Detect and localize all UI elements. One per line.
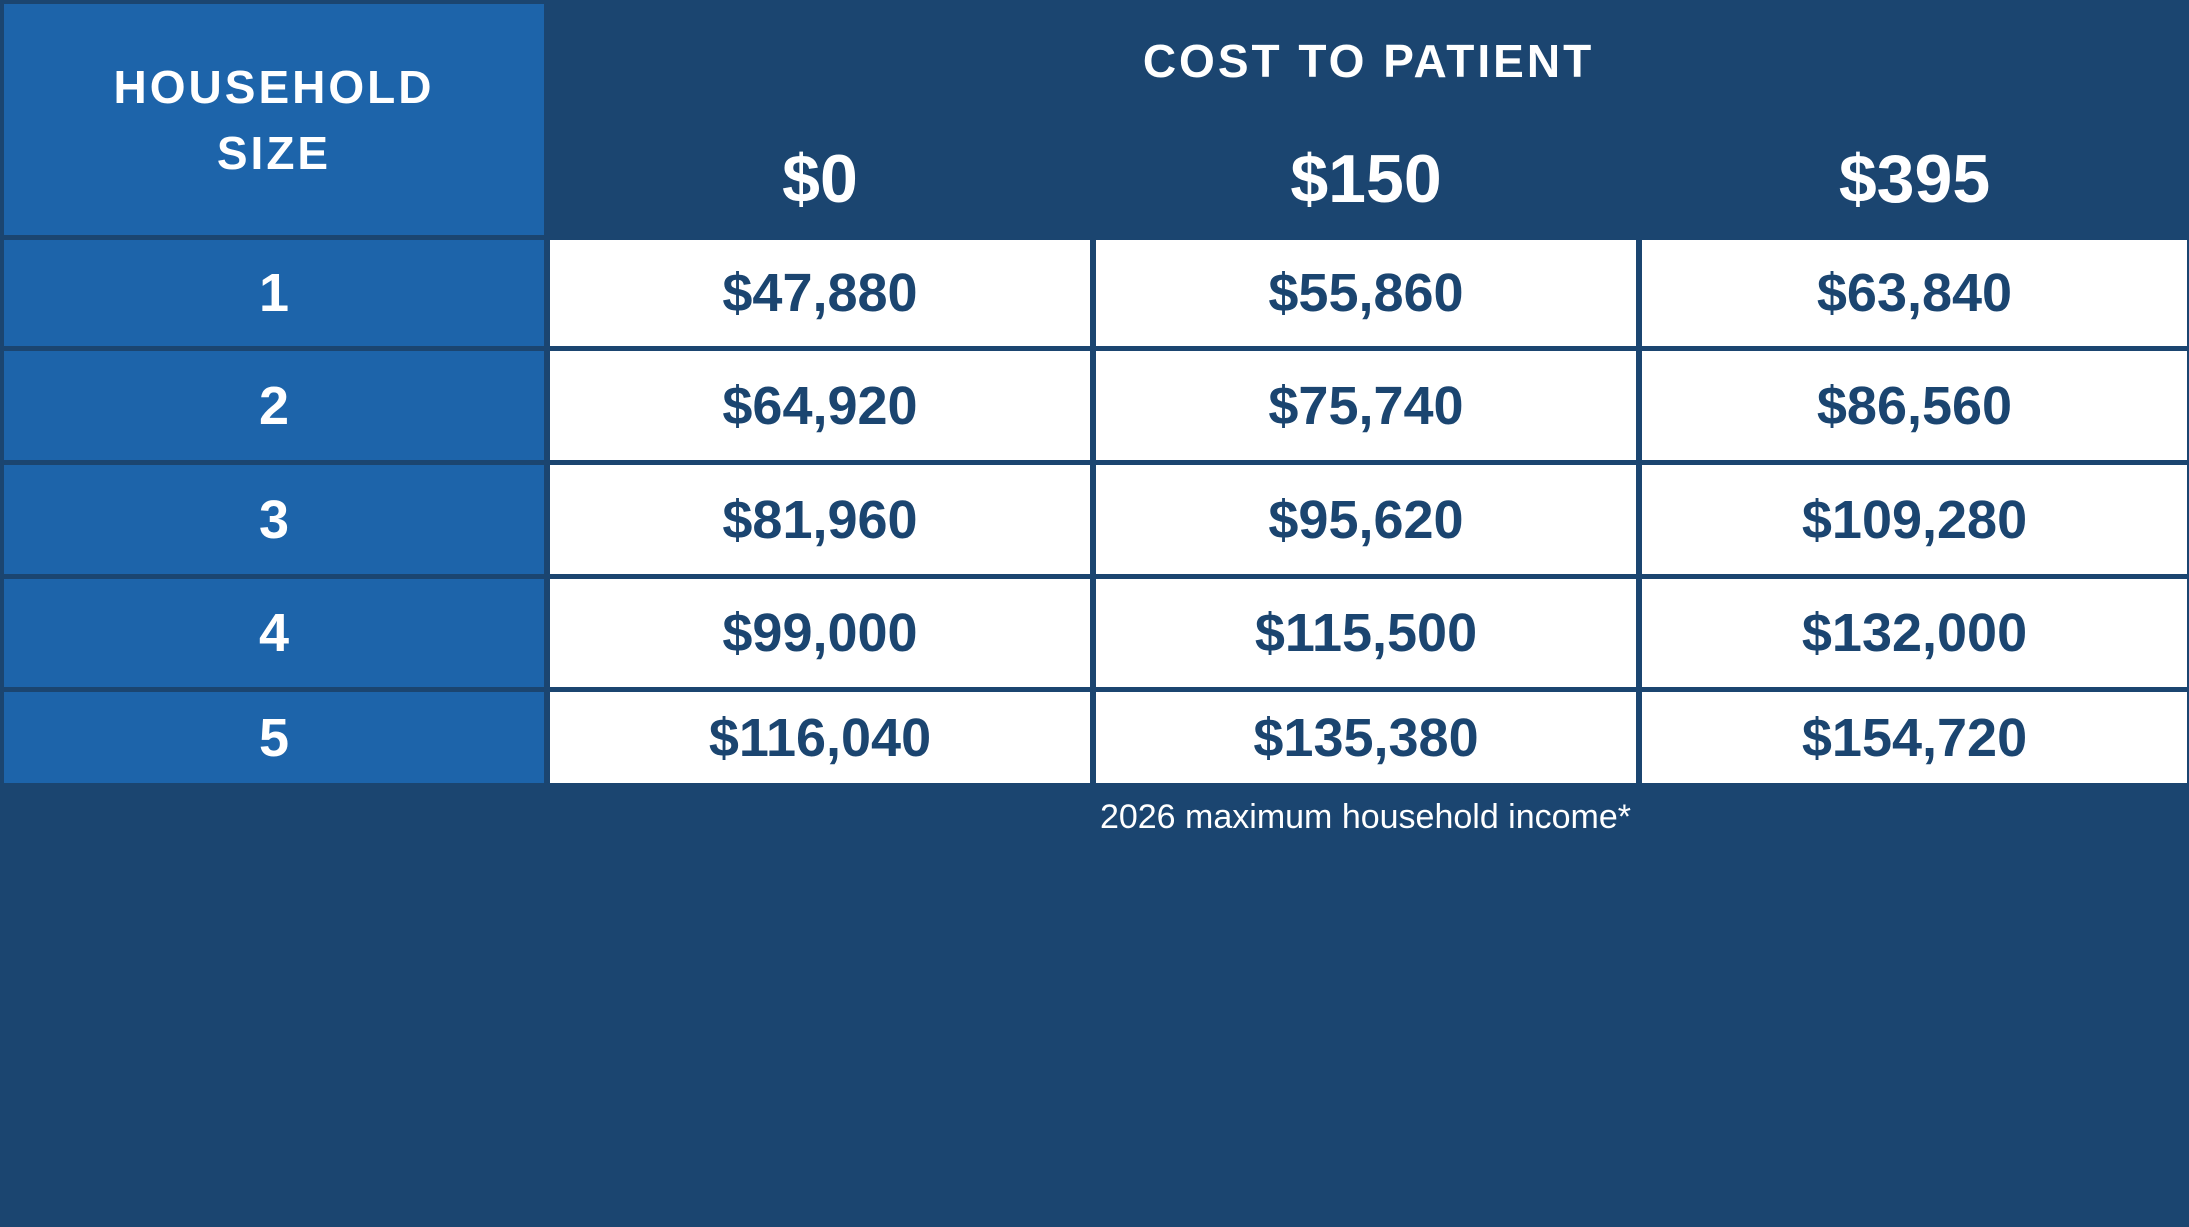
household-size-cell: 3 <box>4 465 544 574</box>
tier-header-0: $0 <box>550 122 1090 235</box>
income-cell: $81,960 <box>550 465 1090 574</box>
income-cell: $55,860 <box>1096 240 1636 346</box>
income-cell: $116,040 <box>550 692 1090 783</box>
household-size-cell: 1 <box>4 240 544 346</box>
income-cell: $154,720 <box>1642 692 2187 783</box>
household-size-cell: 4 <box>4 579 544 687</box>
income-cell: $86,560 <box>1642 351 2187 460</box>
tier-header-150: $150 <box>1096 122 1636 235</box>
income-cell: $132,000 <box>1642 579 2187 687</box>
income-cell: $75,740 <box>1096 351 1636 460</box>
income-cell: $95,620 <box>1096 465 1636 574</box>
tier-header-395: $395 <box>1642 122 2187 235</box>
income-cell: $63,840 <box>1642 240 2187 346</box>
household-size-header: HOUSEHOLD SIZE <box>4 4 544 235</box>
household-size-cell: 2 <box>4 351 544 460</box>
footnote: 2026 maximum household income* <box>4 788 2187 877</box>
household-size-cell: 5 <box>4 692 544 783</box>
income-cell: $99,000 <box>550 579 1090 687</box>
income-cell: $109,280 <box>1642 465 2187 574</box>
cost-to-patient-header: COST TO PATIENT <box>550 4 2187 117</box>
income-cell: $135,380 <box>1096 692 1636 783</box>
income-cell: $47,880 <box>550 240 1090 346</box>
income-cell: $115,500 <box>1096 579 1636 687</box>
income-cell: $64,920 <box>550 351 1090 460</box>
